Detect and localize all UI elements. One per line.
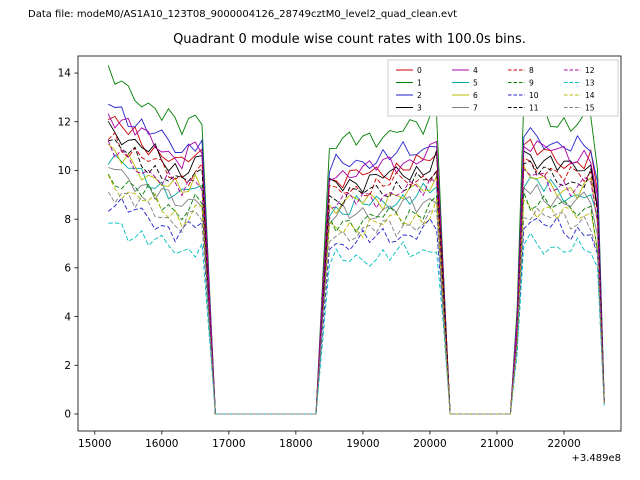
plot-frame [77,55,622,432]
series-line-4 [107,113,605,415]
series-line-13 [108,222,605,415]
legend-label-2: 2 [417,91,422,100]
legend-label-7: 7 [473,103,478,112]
x-tick-label: 22000 [547,438,580,450]
legend-label-10: 10 [529,91,539,100]
legend-label-1: 1 [417,78,422,87]
legend-label-9: 9 [529,78,534,87]
series-line-15 [107,191,605,415]
x-tick-label: 21000 [480,438,513,450]
y-tick-label: 0 [64,409,71,421]
series-line-14 [107,174,605,415]
legend-label-3: 3 [417,103,422,112]
x-tick-label: 17000 [212,438,245,450]
series-line-11 [108,139,605,415]
legend-label-4: 4 [473,66,478,75]
chart-title: Quadrant 0 module wise count rates with … [173,32,526,47]
x-tick-label: 19000 [346,438,379,450]
y-tick-label: 12 [58,116,71,128]
y-tick-label: 2 [64,360,71,372]
legend-label-0: 0 [417,66,422,75]
legend-label-13: 13 [585,78,595,87]
series-line-12 [107,140,605,415]
y-tick-label: 4 [64,311,71,323]
legend-label-5: 5 [473,78,478,87]
data-file-label: Data file: modeM0/AS1A10_123T08_90000041… [28,9,458,20]
y-tick-label: 6 [64,263,71,275]
series-line-1 [107,65,605,415]
y-tick-label: 8 [64,214,71,226]
legend-label-11: 11 [529,103,539,112]
x-axis-offset-label: +3.489e8 [571,453,621,464]
x-tick-label: 20000 [413,438,446,450]
y-tick-label: 14 [58,68,72,80]
legend-label-8: 8 [529,66,534,75]
series-line-10 [107,197,605,415]
legend-label-14: 14 [585,91,595,100]
x-tick-label: 15000 [78,438,111,450]
x-tick-label: 16000 [145,438,178,450]
legend-box [387,59,619,117]
legend-label-15: 15 [585,103,595,112]
legend-label-6: 6 [473,91,478,100]
legend-label-12: 12 [585,66,595,75]
y-tick-label: 10 [58,165,71,177]
x-tick-label: 18000 [279,438,312,450]
